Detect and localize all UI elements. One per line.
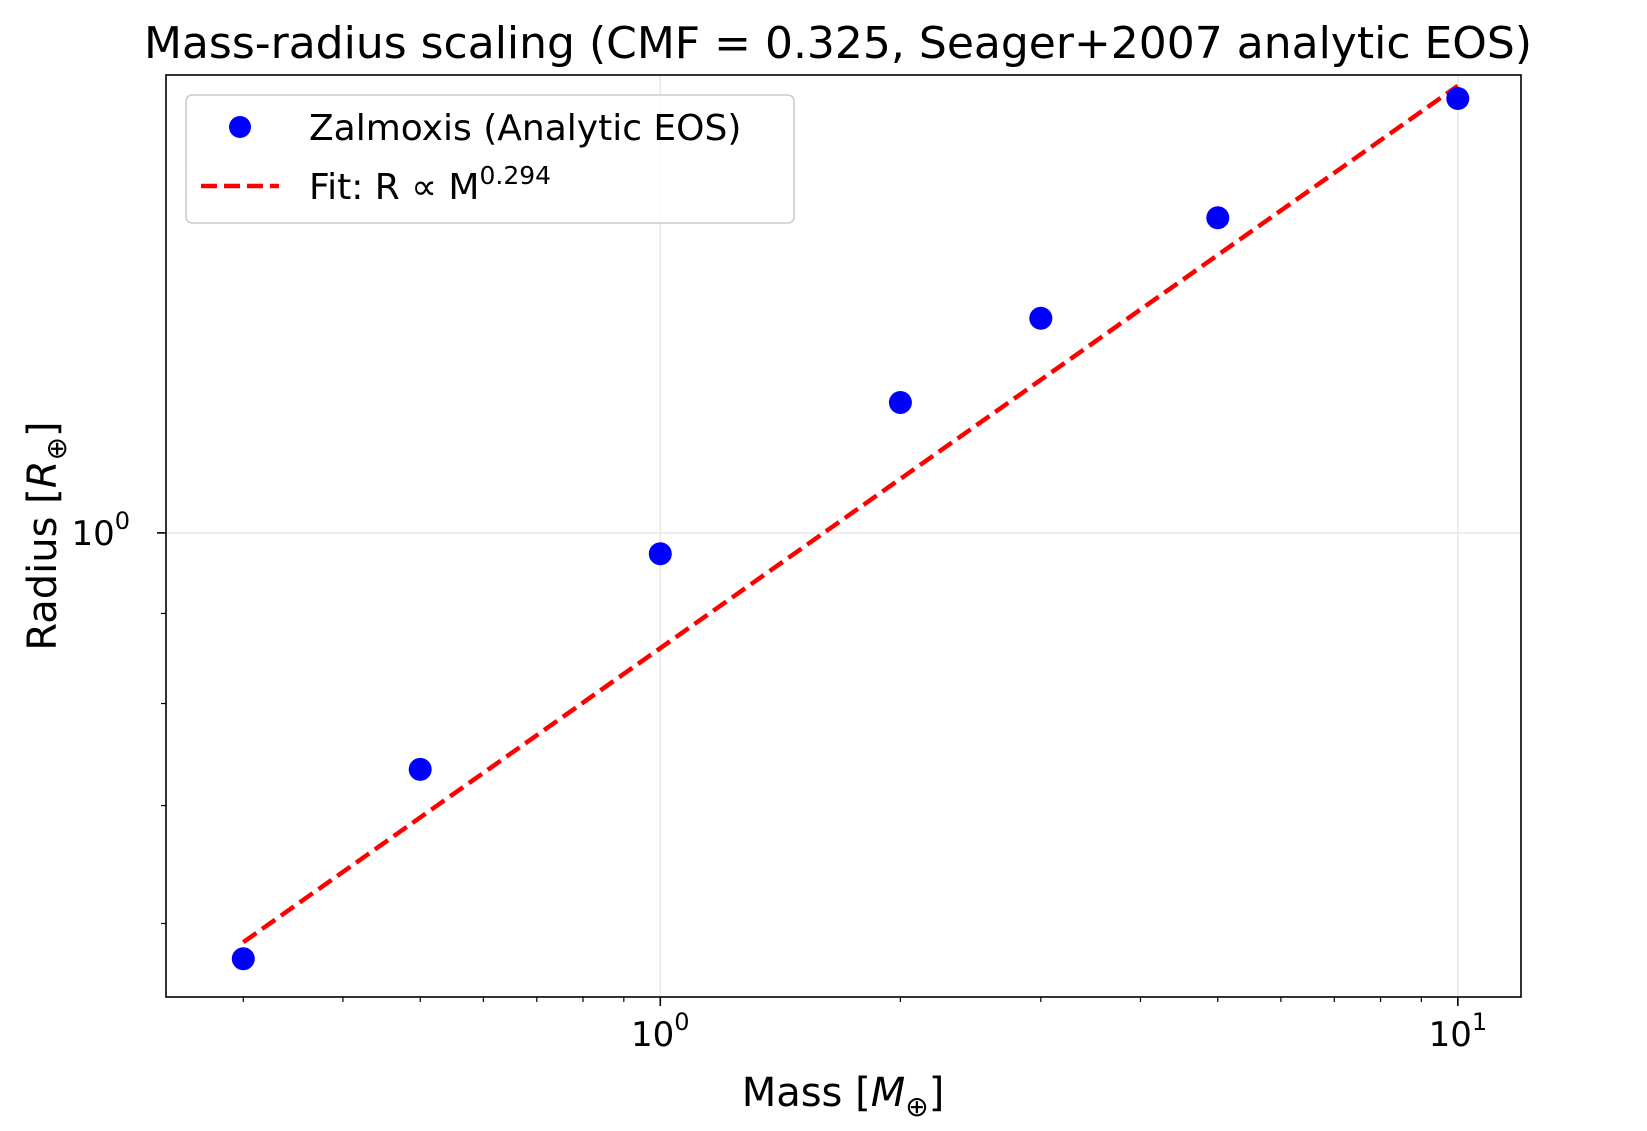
x-axis-label-var: M [871,1070,906,1116]
fit-line [242,83,1460,945]
legend-label-fit: Fit: R ∝ M0.294 [309,161,551,208]
legend-frame [185,94,795,224]
x-axis-label-close: ] [929,1070,945,1116]
legend-label-zalmoxis: Zalmoxis (Analytic EOS) [309,108,741,149]
y-tick-label: 100 [71,507,130,554]
data-points-layer [231,87,1470,971]
data-point [1206,206,1230,230]
y-axis-label: Radius [R⊕] [20,421,73,650]
x-axis-label: Mass [M⊕] [742,1070,945,1123]
y-axis-label-sub: ⊕ [40,437,73,460]
x-axis-label-text: Mass [ [742,1070,871,1116]
data-point [1029,306,1053,330]
fit-line-layer [242,83,1460,945]
legend-label-fit-exponent: 0.294 [479,161,551,190]
x-tick-label: 100 [631,1008,690,1055]
x-tick-label: 101 [1429,1008,1488,1055]
y-axis-label-text: Radius [ [20,488,66,650]
data-point [888,391,912,414]
data-point [1446,87,1470,110]
y-axis-label-var: R [20,460,66,488]
legend-label-fit-text: Fit: R ∝ M [309,167,479,208]
data-point [231,947,255,971]
x-axis-label-sub: ⊕ [905,1090,928,1123]
data-point [648,542,672,566]
x-axis-ticks: 100 101 [242,997,1488,1055]
grid [166,75,1521,997]
legend-marker-zalmoxis [229,116,251,138]
y-axis-ticks: 100 [71,507,166,925]
y-axis-label-close: ] [20,421,66,437]
legend: Zalmoxis (Analytic EOS) Fit: R ∝ M0.294 [185,94,795,224]
plot-frame [165,74,1522,998]
chart-title: Mass-radius scaling (CMF = 0.325, Seager… [144,18,1532,69]
data-point [408,757,432,781]
